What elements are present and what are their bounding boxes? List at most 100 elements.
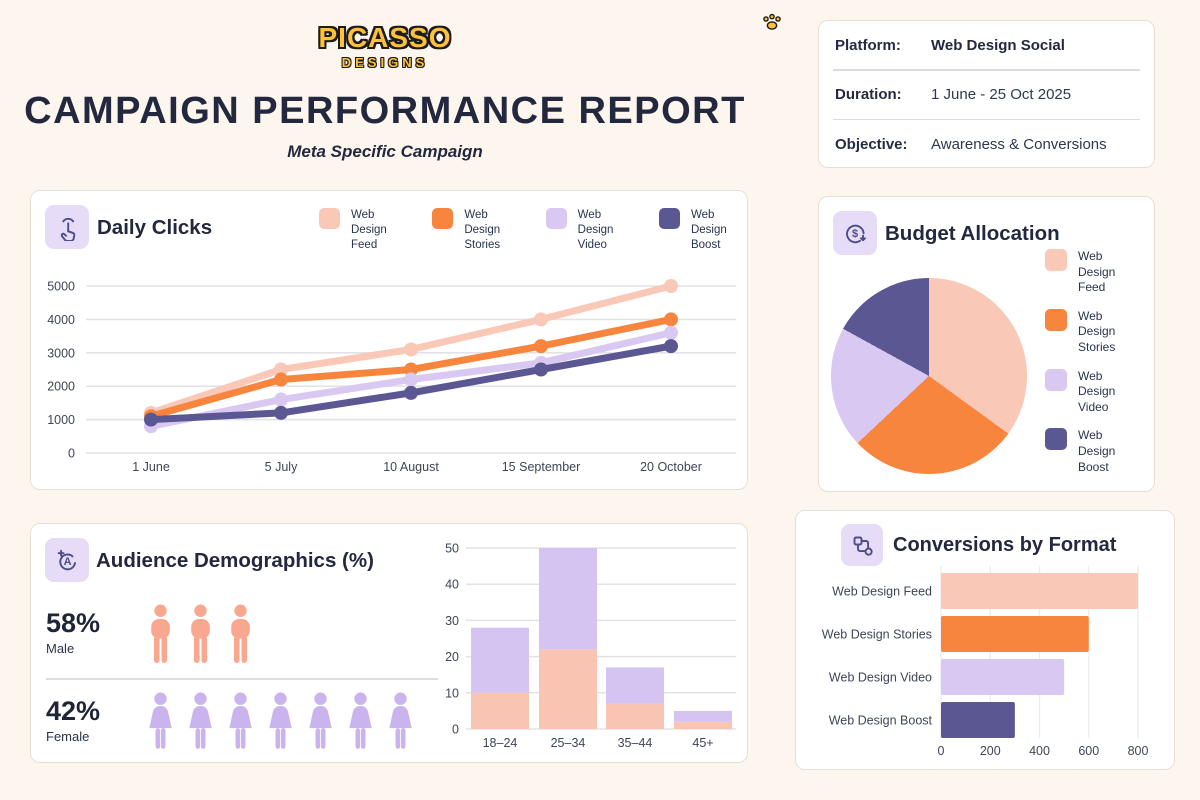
female-person-icon xyxy=(189,692,212,749)
flow-icon xyxy=(853,536,873,556)
legend-swatch xyxy=(1045,308,1067,331)
legend-label: Web Design Feed xyxy=(351,209,387,251)
legend-label: Web Design Feed xyxy=(1078,249,1116,295)
y-tick-label: 3000 xyxy=(47,346,75,360)
budget-allocation-card: $ Budget Allocation Web Design Feed Web D… xyxy=(818,196,1155,492)
data-point xyxy=(664,339,678,354)
male-person-icon xyxy=(151,604,170,663)
bar-label: Web Design Stories xyxy=(822,628,932,642)
info-label: Objective: xyxy=(835,135,908,153)
bar-label: Web Design Video xyxy=(829,671,932,685)
budget-legend: Web Design Feed Web Design Stories Web Des… xyxy=(1045,249,1140,475)
budget-pie-chart xyxy=(831,278,1027,474)
female-person-icons xyxy=(145,692,416,754)
data-point xyxy=(404,342,418,357)
x-tick-label: 15 September xyxy=(502,460,581,474)
x-tick-label: 5 July xyxy=(265,460,298,474)
divider xyxy=(833,69,1140,71)
card-icon-badge xyxy=(841,524,883,566)
svg-text:A: A xyxy=(63,556,71,568)
bar-segment-male xyxy=(606,703,664,729)
legend-item: Web Design Feed xyxy=(319,208,409,253)
y-tick-label: 1000 xyxy=(47,413,75,427)
bar-segment-female xyxy=(674,710,732,722)
legend-swatch xyxy=(1045,249,1067,271)
data-point xyxy=(144,412,158,427)
bar xyxy=(941,616,1089,652)
female-person-icon xyxy=(389,692,412,749)
female-person-icon xyxy=(309,692,332,749)
data-point xyxy=(404,362,418,377)
male-person-icons xyxy=(145,604,256,666)
conversions-card: Conversions by Format 0 200 400 600 800 Web D… xyxy=(795,510,1175,770)
bar-segment-male xyxy=(674,721,732,729)
data-point xyxy=(534,362,548,377)
campaign-info-panel: Platform: Web Design Social Duration: 1 … xyxy=(818,20,1155,168)
legend-label: Web Design Video xyxy=(577,209,614,251)
info-label: Platform: xyxy=(835,36,901,54)
legend-swatch xyxy=(1045,428,1067,451)
data-point xyxy=(274,405,288,420)
bar-label: Web Design Feed xyxy=(832,585,932,599)
legend-swatch xyxy=(319,208,340,229)
legend-label: Web Design Stories xyxy=(464,209,501,251)
data-point xyxy=(534,312,548,327)
card-title: Audience Demographics (%) xyxy=(96,549,374,572)
y-tick-label: 2000 xyxy=(47,380,75,394)
audience-demographics-card: A Audience Demographics (%) 58% Male 42%… xyxy=(30,523,748,763)
y-tick-label: 20 xyxy=(445,650,459,664)
daily-clicks-card: Daily Clicks Web Design Feed Web Design S… xyxy=(30,190,748,490)
bar-label: Web Design Boost xyxy=(829,714,933,728)
daily-clicks-legend: Web Design Feed Web Design Stories Web Des… xyxy=(319,208,749,253)
female-label: Female xyxy=(46,729,90,744)
card-title: Budget Allocation xyxy=(885,222,1060,245)
x-tick-label: 25–34 xyxy=(551,736,586,750)
bar xyxy=(941,659,1065,695)
legend-swatch xyxy=(1045,368,1067,391)
y-tick-label: 50 xyxy=(445,542,459,556)
info-label: Duration: xyxy=(835,86,902,103)
data-point xyxy=(664,312,678,327)
x-tick-label: 400 xyxy=(1029,744,1050,758)
female-percentage: 42% xyxy=(46,696,101,726)
male-person-icon xyxy=(231,604,250,663)
y-tick-label: 40 xyxy=(445,578,459,592)
page-subtitle: Meta Specific Campaign xyxy=(287,142,483,161)
y-tick-label: 0 xyxy=(68,447,75,461)
bar-segment-female xyxy=(606,667,664,704)
info-row-duration: Duration: 1 June - 25 Oct 2025 xyxy=(819,71,1154,119)
card-icon-badge: $ xyxy=(833,211,877,255)
bar xyxy=(941,573,1138,609)
bar-segment-female xyxy=(539,548,597,650)
y-tick-label: 0 xyxy=(452,723,459,737)
legend-label: Web Design Boost xyxy=(1078,428,1116,474)
card-title: Daily Clicks xyxy=(97,216,213,239)
x-tick-label: 1 June xyxy=(132,460,170,474)
data-point xyxy=(404,385,418,400)
card-icon-badge: A xyxy=(45,538,89,582)
female-person-icon xyxy=(149,692,172,749)
legend-item: Web Design Stories xyxy=(1045,308,1140,356)
page-title: CAMPAIGN PERFORMANCE REPORT xyxy=(24,90,746,132)
x-tick-label: 20 October xyxy=(640,460,702,474)
x-tick-label: 18–24 xyxy=(483,736,518,750)
legend-item: Web Design Boost xyxy=(1045,428,1140,475)
dollar-cycle-icon: $ xyxy=(845,224,866,243)
legend-swatch xyxy=(658,208,680,229)
x-tick-label: 35–44 xyxy=(618,736,653,750)
female-person-icon xyxy=(229,692,252,749)
female-person-icon xyxy=(269,692,292,749)
legend-item: Web Design Video xyxy=(545,208,636,253)
info-row-platform: Platform: Web Design Social xyxy=(819,21,1154,69)
card-icon-badge xyxy=(45,205,89,249)
x-tick-label: 600 xyxy=(1078,744,1099,758)
male-label: Male xyxy=(46,641,75,656)
brand-logo: PICASSO DESIGNS xyxy=(0,13,781,70)
male-percentage: 58% xyxy=(46,608,101,638)
male-person-icon xyxy=(191,604,210,663)
paw-icon xyxy=(763,13,781,30)
legend-item: Web Design Boost xyxy=(658,208,749,253)
x-tick-label: 200 xyxy=(980,744,1001,758)
audience-icon: A xyxy=(57,549,76,570)
